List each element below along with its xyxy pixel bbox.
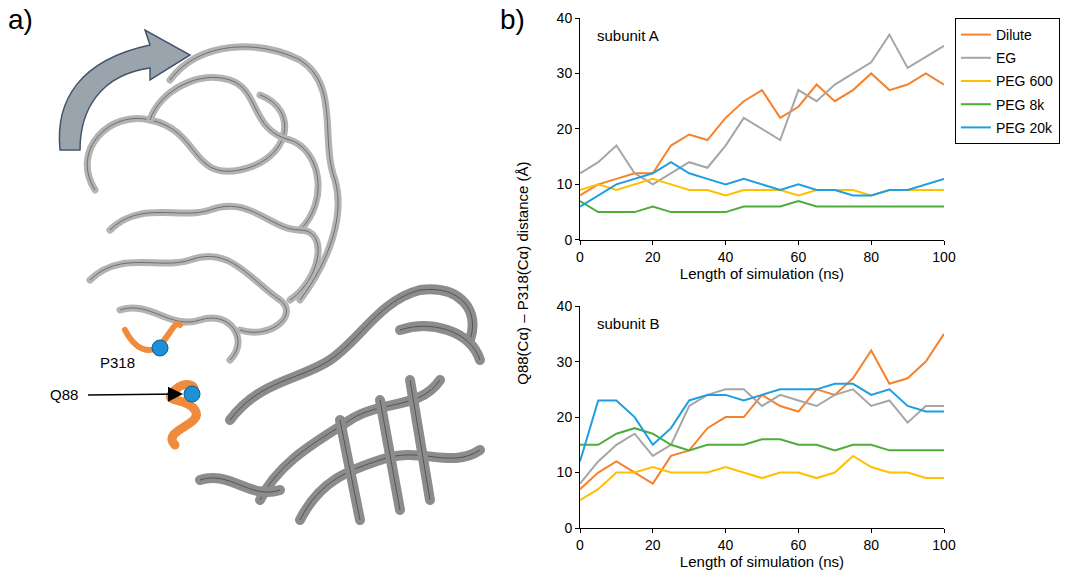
svg-text:60: 60 [791, 249, 807, 265]
svg-text:Q88(Cα) – P318(Cα) distance (Å: Q88(Cα) – P318(Cα) distance (Å) [514, 162, 531, 385]
svg-text:40: 40 [718, 249, 734, 265]
svg-text:10: 10 [557, 464, 573, 480]
svg-text:P318: P318 [100, 354, 135, 371]
html-text:b): b) [500, 4, 525, 35]
svg-text:Q88: Q88 [50, 386, 78, 403]
svg-text:20: 20 [645, 537, 661, 553]
svg-text:PEG 8k: PEG 8k [996, 97, 1045, 113]
html-text:a): a) [8, 4, 33, 35]
svg-text:80: 80 [863, 249, 879, 265]
svg-text:100: 100 [932, 537, 956, 553]
svg-text:60: 60 [791, 537, 807, 553]
svg-text:20: 20 [645, 249, 661, 265]
svg-text:40: 40 [557, 10, 573, 26]
svg-text:40: 40 [557, 298, 573, 314]
svg-text:20: 20 [557, 409, 573, 425]
svg-text:10: 10 [557, 176, 573, 192]
svg-text:EG: EG [996, 50, 1016, 66]
svg-text:30: 30 [557, 354, 573, 370]
svg-text:subunit A: subunit A [597, 27, 659, 44]
svg-text:0: 0 [576, 249, 584, 265]
svg-text:0: 0 [564, 232, 572, 248]
svg-text:subunit B: subunit B [597, 315, 660, 332]
svg-text:0: 0 [576, 537, 584, 553]
svg-text:80: 80 [863, 537, 879, 553]
svg-text:0: 0 [564, 520, 572, 536]
svg-text:Dilute: Dilute [996, 27, 1032, 43]
svg-text:PEG 600: PEG 600 [996, 73, 1053, 89]
svg-text:20: 20 [557, 121, 573, 137]
svg-text:Length of simulation (ns): Length of simulation (ns) [680, 265, 844, 282]
svg-text:PEG 20k: PEG 20k [996, 120, 1053, 136]
svg-text:40: 40 [718, 537, 734, 553]
svg-text:30: 30 [557, 65, 573, 81]
svg-text:100: 100 [932, 249, 956, 265]
svg-text:Length of simulation (ns): Length of simulation (ns) [680, 553, 844, 570]
